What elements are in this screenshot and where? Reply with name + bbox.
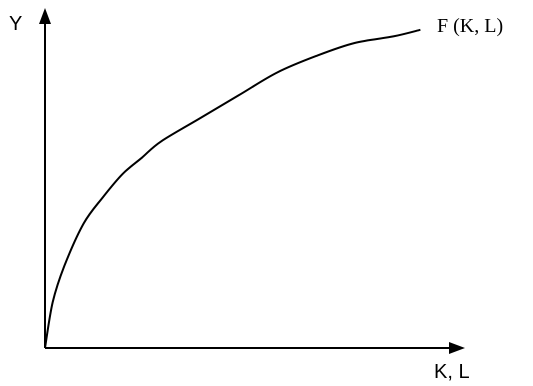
series-curve-f-k-l (44, 28, 421, 349)
x-axis-arrow (449, 342, 465, 354)
y-axis-label: Y (9, 13, 22, 35)
series-label: F (K, L) (437, 15, 503, 37)
x-axis-label: K, L (434, 361, 470, 383)
y-axis-arrow (39, 8, 51, 24)
